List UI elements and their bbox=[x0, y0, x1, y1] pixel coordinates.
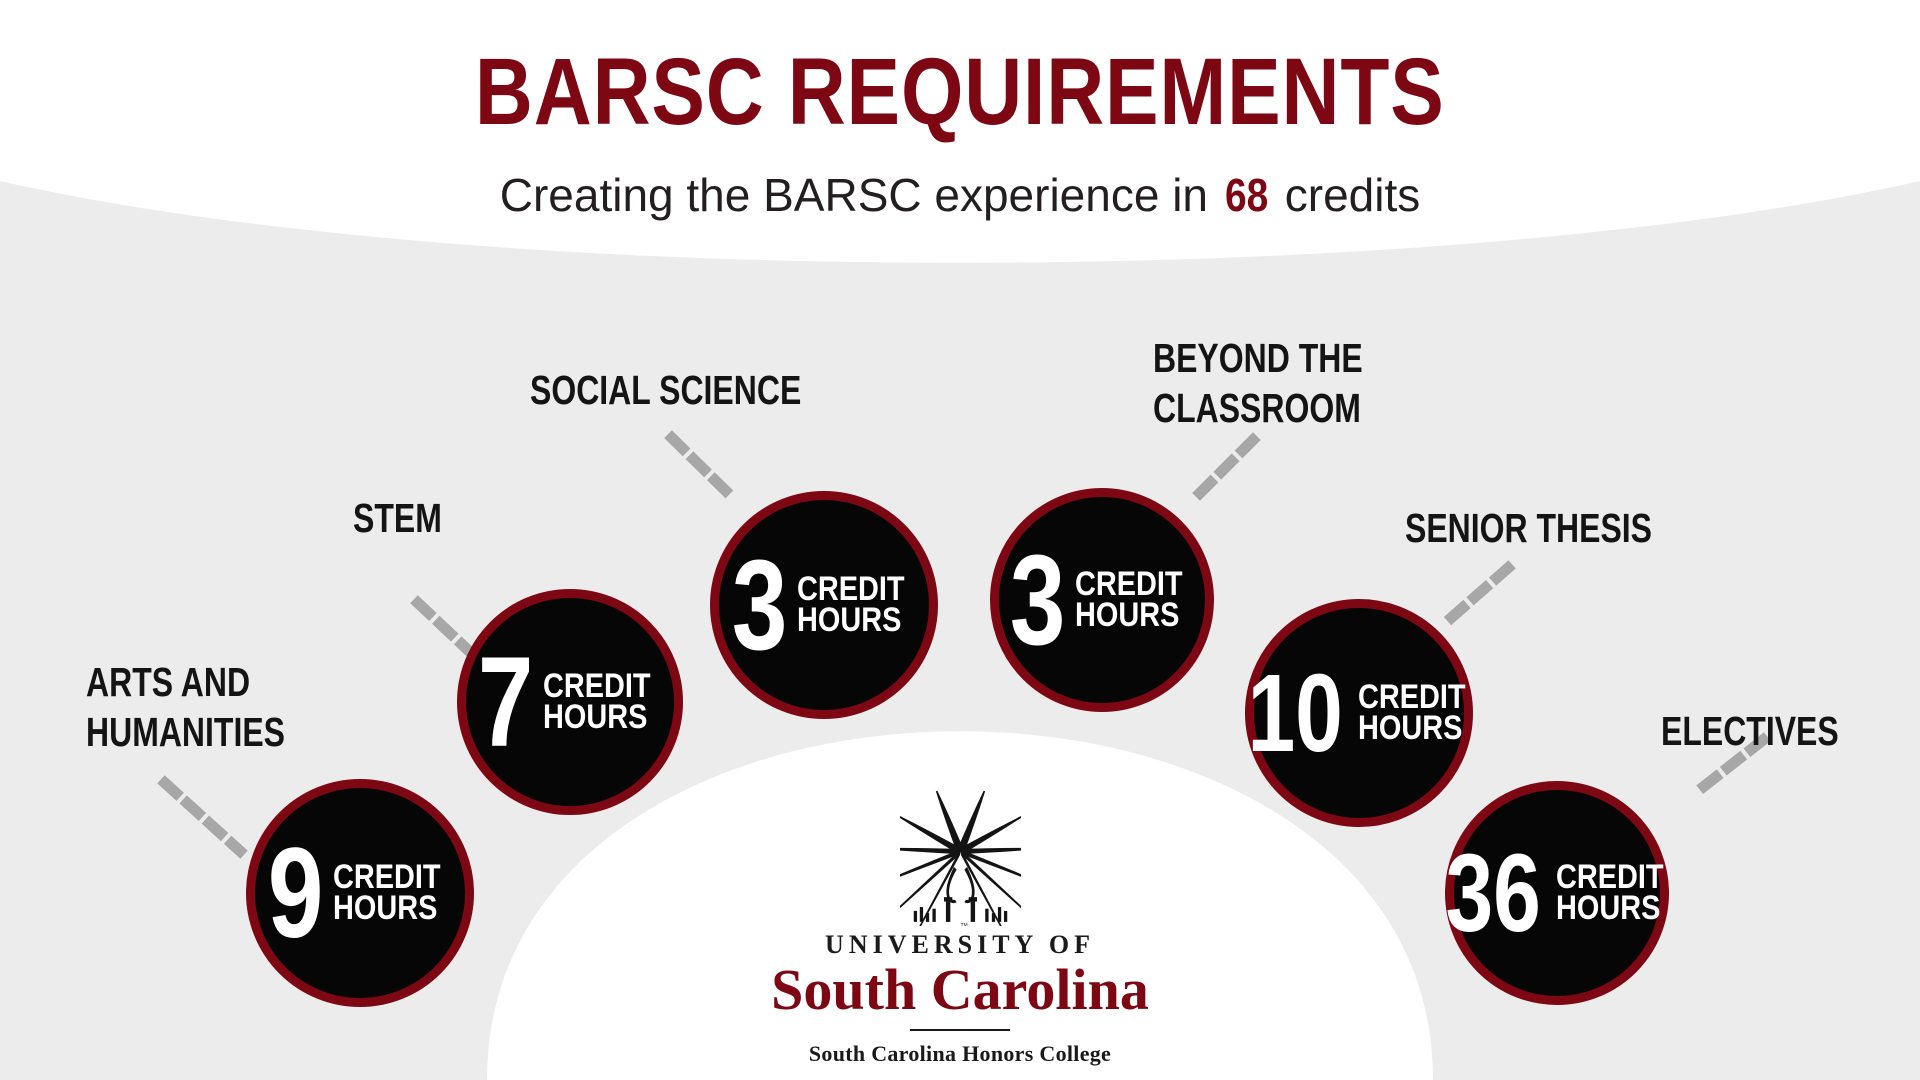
svg-text:TM: TM bbox=[960, 922, 967, 926]
